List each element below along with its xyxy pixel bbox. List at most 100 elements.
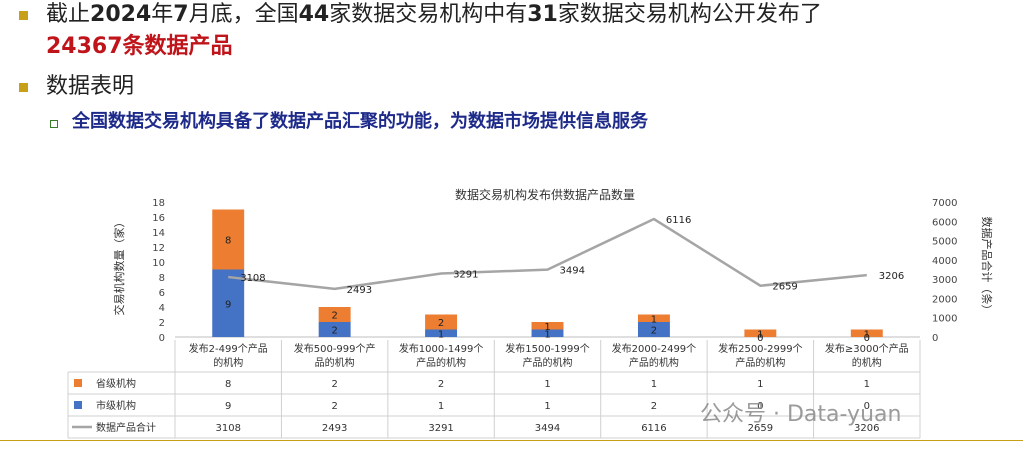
sub-bullet-icon xyxy=(50,120,58,128)
bar-province xyxy=(212,209,245,270)
bar-city xyxy=(531,329,564,337)
bar-city xyxy=(637,322,670,337)
table-cell: 2 xyxy=(438,379,444,390)
y-tick-label: 18 xyxy=(152,198,165,209)
y-tick-label: 4 xyxy=(159,303,165,314)
line-point-label: 6116 xyxy=(666,215,691,226)
x-tick-label: 产品的机构 xyxy=(629,356,679,369)
x-tick-label: 的机构 xyxy=(213,356,243,369)
y-tick-label: 2 xyxy=(159,318,165,329)
table-cell: 8 xyxy=(225,379,231,390)
table-cell: 1 xyxy=(544,401,550,412)
y-tick-label: 0 xyxy=(159,333,165,344)
y2-tick-label: 7000 xyxy=(932,198,957,209)
table-cell: 3206 xyxy=(854,423,879,434)
y-tick-label: 12 xyxy=(152,243,165,254)
table-cell: 6116 xyxy=(641,423,666,434)
x-tick-label: 发布2500-2999个 xyxy=(718,342,803,355)
bullet-icon xyxy=(19,11,28,20)
x-tick-label: 品的机构 xyxy=(315,356,355,369)
line-point-label: 3206 xyxy=(879,271,904,282)
x-tick-label: 发布2-499个产品 xyxy=(189,342,268,355)
table-cell: 3108 xyxy=(215,423,240,434)
table-cell: 2 xyxy=(651,401,657,412)
y-axis-label: 交易机构数量（家） xyxy=(112,217,126,316)
bar-label-province: 8 xyxy=(225,236,231,247)
table-cell: 1 xyxy=(864,379,870,390)
y-tick-label: 14 xyxy=(152,228,165,239)
bar-label-city: 2 xyxy=(331,326,337,337)
table-cell: 3291 xyxy=(428,423,453,434)
table-cell: 2 xyxy=(331,401,337,412)
table-cell: 2 xyxy=(331,379,337,390)
bar-label-province: 2 xyxy=(331,311,337,322)
legend-label: 省级机构 xyxy=(96,377,136,390)
bottom-rule xyxy=(0,440,1023,441)
bar-label-city: 2 xyxy=(651,326,657,337)
x-tick-label: 发布1500-1999个 xyxy=(505,342,590,355)
series-line-total xyxy=(228,217,867,291)
headline-highlight: 24367条数据产品 xyxy=(46,34,233,59)
bar-label-province: 1 xyxy=(544,322,550,333)
y2-tick-label: 3000 xyxy=(932,275,957,286)
line-point-label: 2493 xyxy=(347,285,372,296)
bar-label-city: 0 xyxy=(757,333,763,344)
bar-province xyxy=(637,314,670,322)
y-tick-label: 6 xyxy=(159,288,165,299)
watermark: 公众号 · Data-yuan xyxy=(700,402,902,427)
x-tick-label: 产品的机构 xyxy=(523,356,573,369)
table-cell: 9 xyxy=(225,401,231,412)
x-tick-label: 发布500-999个产 xyxy=(294,342,376,355)
bar-label-province: 1 xyxy=(757,329,763,340)
legend-label: 市级机构 xyxy=(96,399,136,412)
line-point-label: 3494 xyxy=(560,266,585,277)
bar-province xyxy=(318,307,351,322)
bar-city xyxy=(425,329,458,337)
bullet-icon xyxy=(19,83,28,92)
bar-label-province: 1 xyxy=(651,314,657,325)
headline-text: 截止2024年7月底，全国44家数据交易机构中有31家数据交易机构公开发布了 xyxy=(46,2,822,27)
table-cell: 0 xyxy=(864,401,870,412)
legend-key-province xyxy=(74,379,82,387)
y2-tick-label: 2000 xyxy=(932,294,957,305)
bar-label-city: 1 xyxy=(544,329,550,340)
bar-label-city: 1 xyxy=(438,329,444,340)
bar-label-city: 9 xyxy=(225,299,231,310)
table-cell: 2493 xyxy=(322,423,347,434)
table-cell: 1 xyxy=(757,379,763,390)
x-tick-label: 产品的机构 xyxy=(416,356,466,369)
x-tick-label: 产品的机构 xyxy=(735,356,785,369)
x-tick-label: 发布≥3000个产品 xyxy=(825,342,909,355)
bar-province xyxy=(744,329,777,337)
y2-tick-label: 4000 xyxy=(932,256,957,267)
y-tick-label: 8 xyxy=(159,273,165,284)
legend-key-city xyxy=(74,401,82,409)
x-tick-label: 发布1000-1499个 xyxy=(399,342,484,355)
bar-city xyxy=(318,322,351,337)
chart-title: 数据交易机构发布供数据产品数量 xyxy=(455,187,635,202)
y-tick-label: 10 xyxy=(152,258,165,269)
y2-tick-label: 0 xyxy=(932,333,938,344)
table-cell: 3494 xyxy=(535,423,560,434)
bar-label-province: 1 xyxy=(864,329,870,340)
sub-bullet-text: 全国数据交易机构具备了数据产品汇聚的功能，为数据市场提供信息服务 xyxy=(72,111,648,132)
y-tick-label: 16 xyxy=(152,213,165,224)
y2-tick-label: 1000 xyxy=(932,314,957,325)
x-tick-label: 发布2000-2499个 xyxy=(612,342,697,355)
table-cell: 1 xyxy=(651,379,657,390)
bar-label-province: 2 xyxy=(438,318,444,329)
y2-tick-label: 5000 xyxy=(932,237,957,248)
x-tick-label: 的机构 xyxy=(852,356,882,369)
line-point-label: 3291 xyxy=(453,270,478,281)
legend-label: 数据产品合计 xyxy=(96,421,156,434)
line-point-label: 3108 xyxy=(240,273,265,284)
table-cell: 0 xyxy=(757,401,763,412)
bar-city xyxy=(212,269,245,337)
table-cell: 1 xyxy=(438,401,444,412)
bar-province xyxy=(531,322,564,330)
bar-province xyxy=(850,329,883,337)
bar-label-city: 0 xyxy=(864,333,870,344)
line-point-label: 2659 xyxy=(772,282,797,293)
y2-tick-label: 6000 xyxy=(932,217,957,228)
